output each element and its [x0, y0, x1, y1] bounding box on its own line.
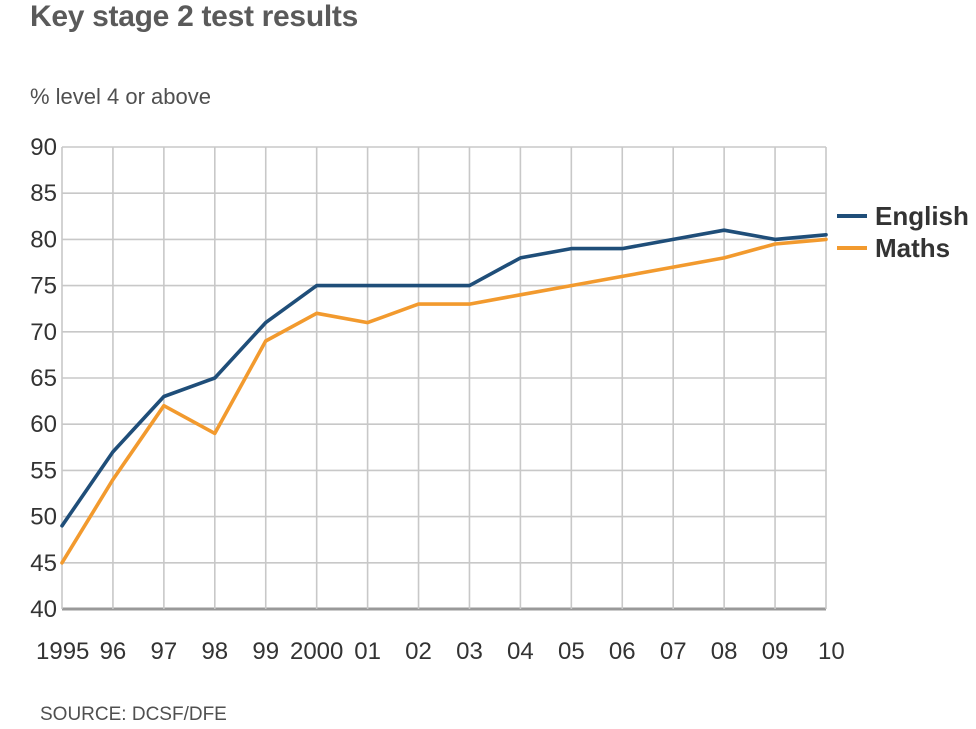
x-tick-label: 04 [507, 638, 534, 665]
y-tick-label: 65 [30, 365, 57, 392]
x-tick-label: 1995 [36, 638, 89, 665]
x-tick-label: 97 [151, 638, 178, 665]
y-tick-label: 85 [30, 180, 57, 207]
series-line-maths [60, 237, 828, 565]
chart-source: SOURCE: DCSF/DFE [40, 704, 227, 725]
x-tick-label: 2000 [290, 638, 343, 665]
x-tick-label: 02 [405, 638, 432, 665]
y-tick-label: 40 [30, 596, 57, 623]
x-tick-label: 01 [354, 638, 381, 665]
x-axis-ticks: 1995 96 97 98 99 2000 01 02 03 04 05 06 07 08 09 10 [36, 638, 845, 665]
x-tick-label: 05 [558, 638, 585, 665]
x-tick-label: 03 [456, 638, 483, 665]
y-tick-label: 80 [30, 226, 57, 253]
y-tick-label: 90 [30, 134, 57, 161]
y-tick-label: 75 [30, 273, 57, 300]
y-tick-label: 60 [30, 411, 57, 438]
chart-subtitle: % level 4 or above [30, 84, 211, 109]
series-lines [60, 228, 828, 565]
x-tick-label: 96 [100, 638, 127, 665]
y-tick-label: 70 [30, 319, 57, 346]
x-tick-label: 07 [660, 638, 687, 665]
legend-label-english: English [875, 201, 969, 231]
grid [61, 146, 827, 611]
y-tick-label: 45 [30, 550, 57, 577]
x-tick-label: 06 [609, 638, 636, 665]
x-tick-label: 10 [818, 638, 845, 665]
series-line-english [60, 228, 828, 528]
y-tick-label: 55 [30, 457, 57, 484]
x-tick-label: 98 [201, 638, 228, 665]
x-tick-label: 99 [252, 638, 279, 665]
y-axis-ticks: 90 85 80 75 70 65 60 55 50 45 40 [30, 134, 57, 623]
x-tick-label: 08 [711, 638, 738, 665]
y-tick-label: 50 [30, 504, 57, 531]
chart-title: Key stage 2 test results [30, 0, 358, 33]
legend-label-maths: Maths [875, 233, 950, 263]
x-tick-label: 09 [762, 638, 789, 665]
